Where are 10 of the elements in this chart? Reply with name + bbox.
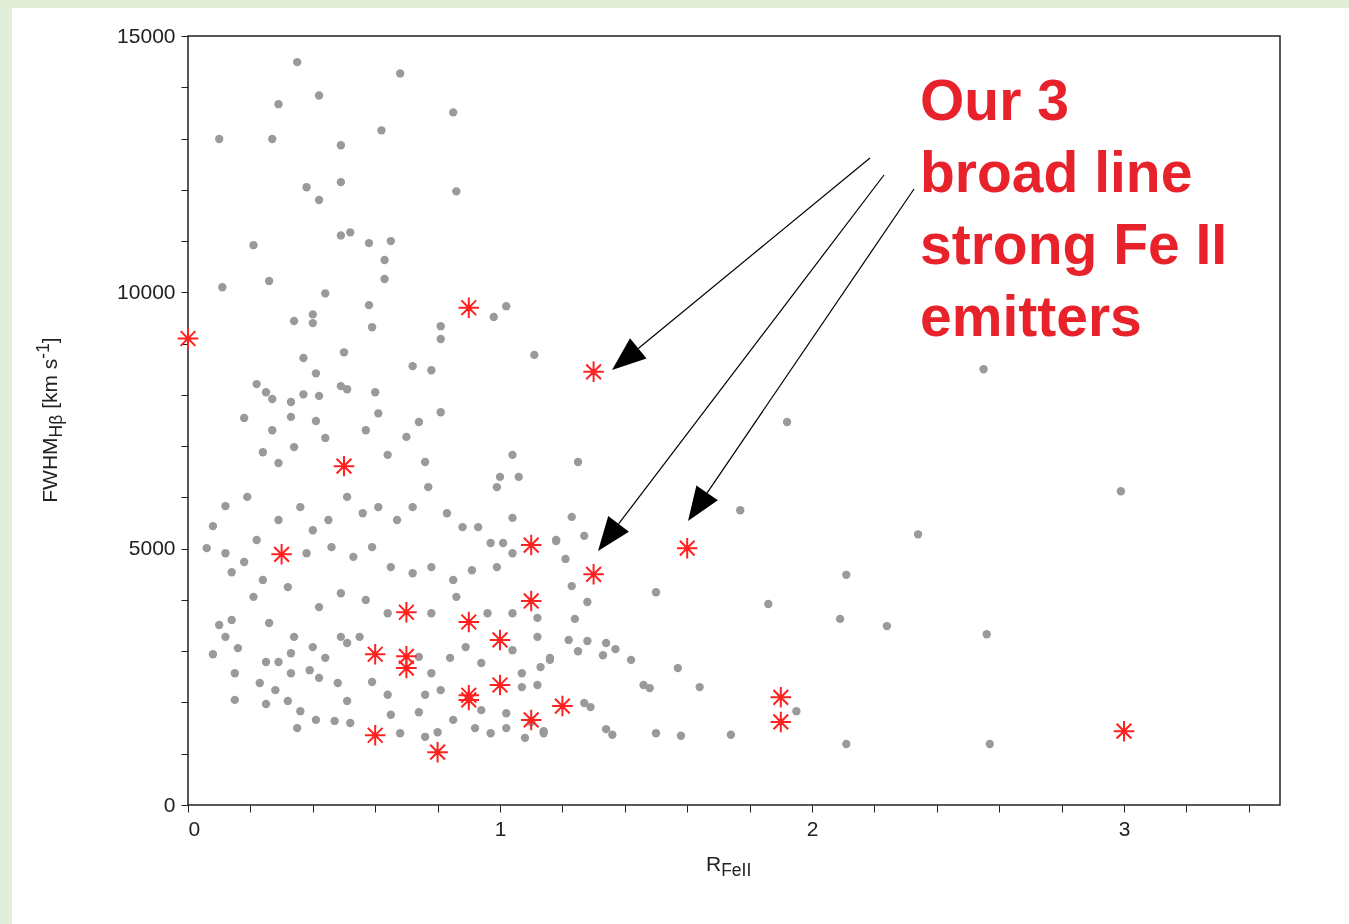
x-axis-title: R$_{FeII}$ [706, 852, 752, 882]
y-tick-label: 0 [163, 792, 176, 816]
annotation: Our 3 broad line strong Fe II emitters [920, 67, 1228, 350]
y-tick-label: 5000 [128, 536, 176, 560]
x-tick-label: 1 [494, 816, 507, 840]
y-tick-label: 10000 [117, 279, 176, 303]
x-tick-label: 2 [806, 816, 819, 840]
x-tick-label: 3 [1118, 816, 1131, 840]
y-tick-label: 15000 [117, 23, 176, 47]
x-tick-label: 0 [188, 816, 201, 840]
